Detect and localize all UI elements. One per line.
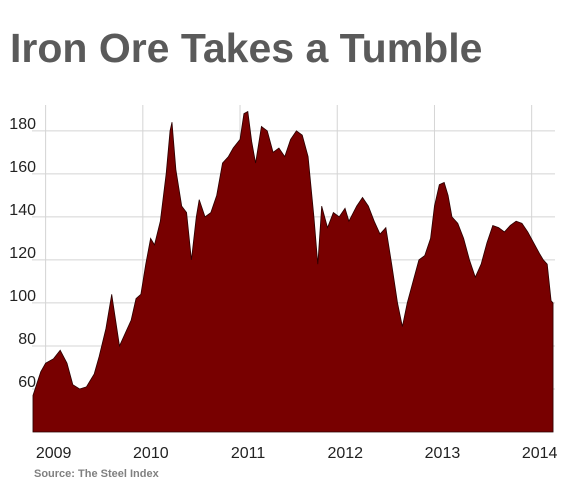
y-tick-label: 60	[18, 374, 36, 391]
y-tick-label: 100	[9, 288, 36, 305]
y-tick-label: 80	[18, 331, 36, 348]
y-tick-label: 180	[9, 116, 36, 133]
y-tick-label: 140	[9, 202, 36, 219]
y-tick-label: 160	[9, 159, 36, 176]
area	[32, 110, 554, 433]
x-tick-label: 2010	[133, 445, 169, 462]
chart-title: Iron Ore Takes a Tumble	[10, 25, 482, 71]
y-tick-label: 120	[9, 245, 36, 262]
x-tick-label: 2011	[231, 445, 266, 462]
x-tick-label: 2009	[36, 445, 72, 462]
source-note: Source: The Steel Index	[34, 468, 160, 480]
x-tick-label: 2012	[327, 445, 363, 462]
x-tick-label: 2013	[425, 445, 461, 462]
x-tick-label: 2014	[522, 445, 558, 462]
